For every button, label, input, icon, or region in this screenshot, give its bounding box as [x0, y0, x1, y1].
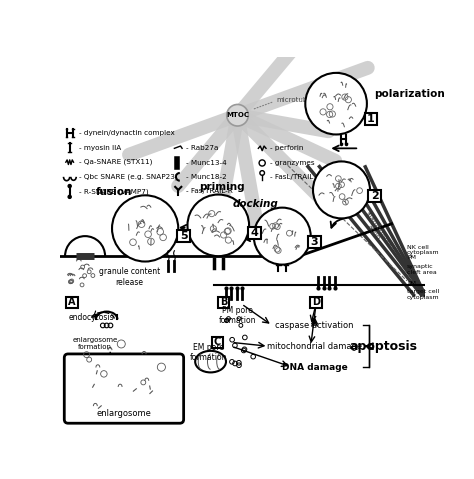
- Text: 2: 2: [371, 191, 378, 201]
- Text: PM: PM: [407, 281, 416, 285]
- Text: - Munc13-4: - Munc13-4: [186, 160, 227, 166]
- Circle shape: [188, 194, 249, 256]
- Circle shape: [68, 184, 71, 188]
- Text: - granzymes: - granzymes: [270, 160, 315, 166]
- Text: PM pore
formation: PM pore formation: [219, 306, 256, 325]
- Text: synaptic
cleft area: synaptic cleft area: [407, 264, 437, 274]
- Text: caspase activation: caspase activation: [275, 321, 354, 330]
- Text: docking: docking: [232, 199, 278, 209]
- Text: target cell
cytoplasm: target cell cytoplasm: [407, 289, 439, 300]
- Text: 5: 5: [180, 231, 187, 241]
- Text: mitochondrial damage: mitochondrial damage: [267, 342, 362, 351]
- FancyBboxPatch shape: [309, 236, 321, 249]
- Text: polarization: polarization: [374, 90, 446, 100]
- Text: filamentous
actin: filamentous actin: [358, 210, 394, 251]
- Text: EM pore
formation: EM pore formation: [190, 342, 227, 362]
- Text: - Qbc SNARE (e.g. SNAP23): - Qbc SNARE (e.g. SNAP23): [79, 173, 178, 180]
- FancyBboxPatch shape: [310, 297, 322, 308]
- FancyBboxPatch shape: [218, 297, 229, 308]
- FancyBboxPatch shape: [212, 337, 223, 348]
- FancyBboxPatch shape: [368, 190, 381, 202]
- Text: NK cell
cytoplasm: NK cell cytoplasm: [407, 245, 439, 255]
- Text: C: C: [214, 337, 221, 347]
- Text: PM: PM: [407, 255, 416, 260]
- Text: - Rab27a: - Rab27a: [186, 145, 219, 151]
- Text: enlargosome: enlargosome: [97, 409, 152, 418]
- Text: - perforin: - perforin: [270, 145, 303, 151]
- Text: - myosin IIA: - myosin IIA: [79, 145, 121, 150]
- FancyBboxPatch shape: [66, 297, 78, 308]
- Circle shape: [313, 161, 370, 218]
- Text: - Qa-SNARE (STX11): - Qa-SNARE (STX11): [79, 159, 152, 165]
- FancyBboxPatch shape: [64, 354, 183, 423]
- Circle shape: [112, 195, 178, 262]
- Circle shape: [254, 207, 310, 264]
- Text: B: B: [220, 297, 228, 308]
- FancyBboxPatch shape: [365, 113, 377, 125]
- Text: D: D: [312, 297, 320, 308]
- Text: endocytosis: endocytosis: [68, 313, 114, 322]
- Text: 1: 1: [367, 114, 374, 124]
- FancyBboxPatch shape: [177, 230, 190, 242]
- Text: apoptosis: apoptosis: [350, 340, 418, 353]
- Text: MTOC: MTOC: [226, 112, 249, 118]
- FancyBboxPatch shape: [248, 227, 261, 239]
- Circle shape: [305, 73, 367, 135]
- Text: - Fas/TRAIL-R: - Fas/TRAIL-R: [186, 188, 233, 194]
- Text: 3: 3: [311, 237, 319, 247]
- Text: - dynein/dynactin complex: - dynein/dynactin complex: [79, 130, 174, 136]
- Text: - R-SNARE (VAMP7): - R-SNARE (VAMP7): [79, 188, 148, 194]
- Text: granule content
release: granule content release: [99, 267, 160, 286]
- Text: A: A: [68, 297, 76, 308]
- Text: priming: priming: [200, 182, 245, 192]
- Circle shape: [68, 195, 71, 198]
- Text: - FasL/TRAIL: - FasL/TRAIL: [270, 174, 313, 180]
- Text: 4: 4: [251, 228, 258, 238]
- Circle shape: [227, 104, 248, 126]
- Text: DNA damage: DNA damage: [282, 363, 347, 372]
- Text: - Munc18-2: - Munc18-2: [186, 174, 227, 180]
- Text: microtubules: microtubules: [276, 97, 322, 103]
- Ellipse shape: [195, 351, 226, 372]
- Text: enlargosome
formation: enlargosome formation: [73, 337, 118, 351]
- Text: fusion: fusion: [96, 187, 133, 197]
